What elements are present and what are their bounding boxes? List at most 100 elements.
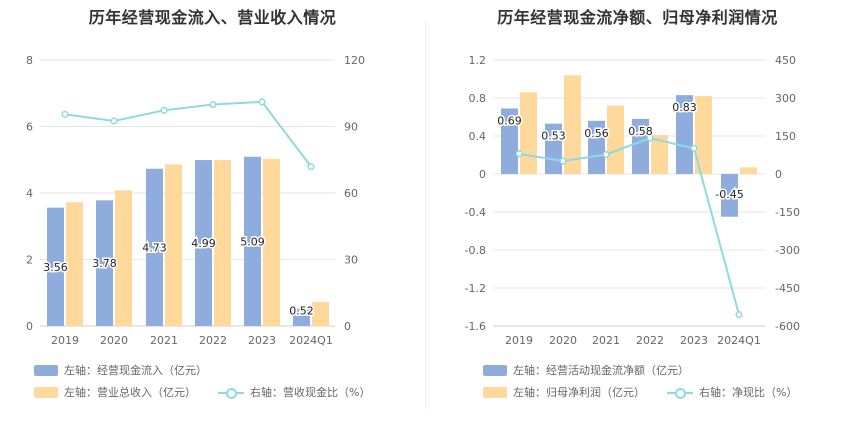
chart-title: 历年经营现金流净额、归母净利润情况 — [497, 8, 778, 27]
legend-label: 左轴：经营现金流入（亿元） — [64, 364, 207, 377]
bar-series1 — [96, 200, 113, 326]
x-axis-tick-label: 2023 — [248, 334, 276, 347]
x-axis-tick-label: 2020 — [549, 334, 577, 347]
bar-series1 — [632, 118, 649, 174]
bar-series2 — [564, 75, 581, 174]
bar-series2 — [312, 302, 329, 326]
bar-data-label: 4.99 — [191, 237, 216, 250]
bar-series2 — [214, 160, 231, 326]
bar-series1 — [146, 168, 163, 326]
right-axis-tick-label: 60 — [344, 187, 358, 200]
line-point — [690, 144, 698, 152]
right-axis-tick-label: -450 — [775, 282, 800, 295]
legend-swatch-blue — [483, 364, 507, 376]
legend-item-bar1[interactable]: 左轴：经营活动现金流净额（亿元） — [483, 362, 689, 378]
right-axis-tick-label: 90 — [344, 121, 358, 134]
bar-data-label: 4.73 — [142, 241, 167, 254]
bar-series1 — [676, 95, 693, 174]
left-axis-tick-label: 1.2 — [469, 54, 487, 67]
right-axis-tick-label: -600 — [775, 320, 800, 333]
bar-data-label: 0.53 — [541, 130, 566, 143]
x-axis-tick-label: 2019 — [51, 334, 79, 347]
right-axis-tick-label: 120 — [344, 54, 365, 67]
line-point — [110, 117, 118, 125]
bar-series2 — [740, 167, 757, 174]
legend-swatch-blue — [34, 364, 58, 376]
right-axis-tick-label: 0 — [344, 320, 351, 333]
legend-label: 右轴：营收现金比（%） — [250, 386, 371, 399]
bar-data-label: 0.52 — [289, 305, 314, 318]
bar-data-label: 0.56 — [584, 127, 609, 140]
left-axis-tick-label: -1.6 — [465, 320, 486, 333]
x-axis-tick-label: 2019 — [505, 334, 533, 347]
bar-series2 — [115, 190, 132, 326]
legend-item-bar2[interactable]: 左轴：营业总收入（亿元） — [34, 384, 196, 400]
legend-item-line[interactable]: 右轴：营收现金比（%） — [218, 384, 370, 400]
bar-series1 — [195, 160, 212, 326]
bar-series2 — [165, 164, 182, 326]
bar-series2 — [607, 105, 624, 174]
chart-plot: 0 2 4 6 8 0 30 60 90 120 2019 2020 2021 2022 2023 2024Q… — [26, 54, 365, 347]
legend-line-icon — [218, 387, 244, 399]
bar-data-label: 0.83 — [672, 101, 697, 114]
bar-series2 — [651, 135, 668, 174]
bar-series1 — [721, 174, 738, 217]
right-axis-tick-label: -150 — [775, 206, 800, 219]
right-axis-tick-label: 450 — [775, 54, 796, 67]
x-axis-tick-label: 2021 — [592, 334, 620, 347]
chart-panel-netcash-profit: 历年经营现金流净额、归母净利润情况 -1.6 -1.2 -0.8 -0.4 0 0.4 0.… — [425, 0, 850, 437]
line-point — [160, 106, 168, 114]
bar-data-label: 0.58 — [628, 125, 653, 138]
x-axis-tick-label: 2024Q1 — [289, 334, 333, 347]
line-series — [518, 136, 740, 315]
x-axis-tick-label: 2023 — [680, 334, 708, 347]
right-axis-tick-label: 0 — [775, 168, 782, 181]
line-point — [209, 101, 217, 109]
line-point — [515, 150, 523, 158]
legend-item-bar2[interactable]: 左轴：归母净利润（亿元） — [483, 384, 645, 400]
legend-line-icon — [667, 387, 693, 399]
right-axis-tick-label: 150 — [775, 130, 796, 143]
legend-item-bar1[interactable]: 左轴：经营现金流入（亿元） — [34, 362, 207, 378]
x-axis-tick-label: 2022 — [199, 334, 227, 347]
bar-series1 — [545, 123, 562, 174]
line-point — [602, 150, 610, 159]
legend-swatch-orange — [483, 386, 507, 398]
bar-series1 — [293, 308, 310, 326]
bar-series1 — [47, 207, 64, 326]
line-point — [258, 98, 266, 106]
x-axis-tick-label: 2022 — [636, 334, 664, 347]
line-series — [64, 100, 312, 168]
line-point — [559, 157, 567, 165]
left-axis-tick-label: -0.4 — [465, 206, 486, 219]
chart-title: 历年经营现金流入、营业收入情况 — [88, 8, 337, 27]
bar-data-label: -0.45 — [715, 188, 743, 201]
right-axis-tick-label: -300 — [775, 244, 800, 257]
legend-swatch-orange — [34, 386, 58, 398]
x-axis-tick-label: 2020 — [100, 334, 128, 347]
left-axis-tick-label: 0.8 — [469, 92, 487, 105]
legend-item-line[interactable]: 右轴：净现比（%） — [667, 384, 797, 400]
left-axis-tick-label: 4 — [26, 187, 33, 200]
x-axis-tick-label: 2021 — [150, 334, 178, 347]
bar-series2 — [263, 158, 280, 326]
left-axis-tick-label: 2 — [26, 254, 33, 267]
legend-label: 左轴：营业总收入（亿元） — [64, 386, 196, 399]
bar-series2 — [66, 202, 83, 326]
bar-series1 — [501, 108, 518, 174]
legend-label: 右轴：净现比（%） — [699, 386, 798, 399]
legend-label: 左轴：归母净利润（亿元） — [513, 386, 645, 399]
x-axis-tick-label: 2024Q1 — [717, 334, 761, 347]
legend-label: 左轴：经营活动现金流净额（亿元） — [513, 364, 689, 377]
bar-data-label: 3.56 — [43, 261, 68, 274]
left-axis-tick-label: 0 — [26, 320, 33, 333]
bar-data-label: 5.09 — [240, 235, 265, 248]
panel-divider — [425, 20, 426, 410]
line-point — [735, 311, 743, 319]
line-point — [646, 134, 654, 142]
bar-series1 — [588, 120, 605, 174]
left-axis-tick-label: -0.8 — [465, 244, 486, 257]
right-axis-tick-label: 30 — [344, 254, 358, 267]
line-point — [61, 110, 69, 118]
line-point — [307, 163, 315, 171]
